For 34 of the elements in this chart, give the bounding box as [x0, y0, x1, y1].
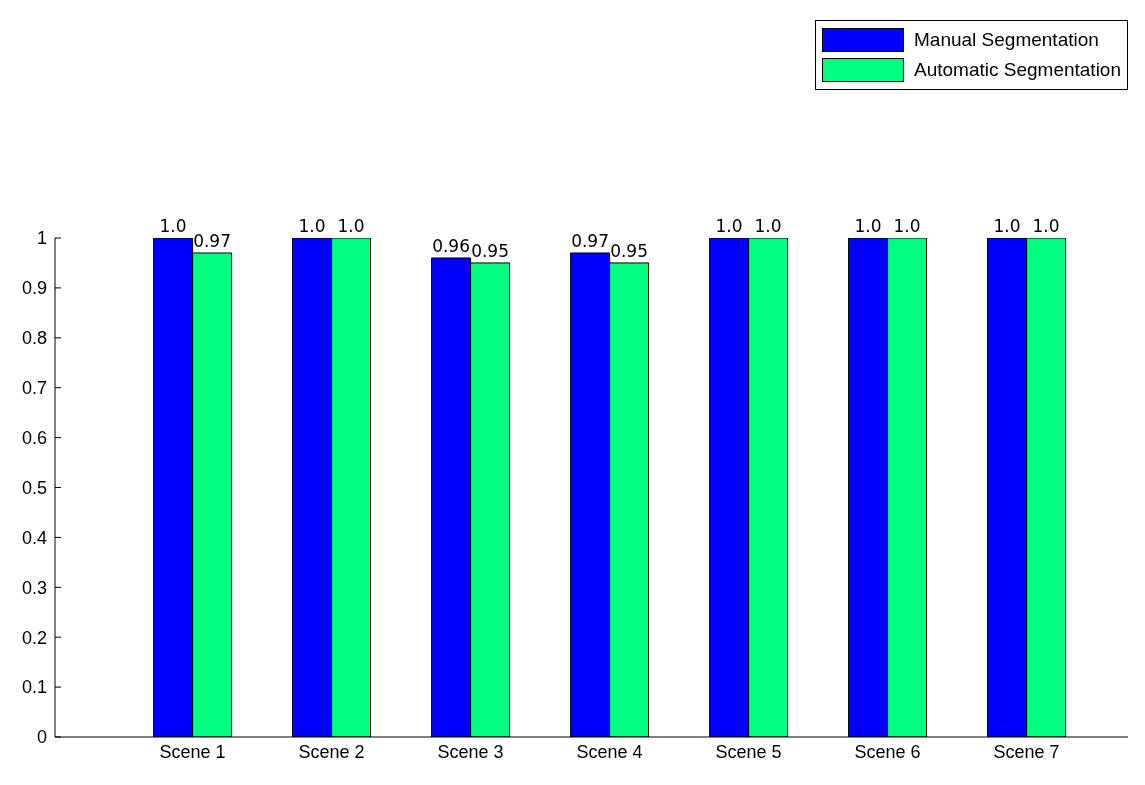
data-label: 0.95 — [471, 240, 510, 261]
x-tick-label: Scene 7 — [993, 741, 1060, 762]
y-tick-label: 0.4 — [21, 527, 47, 548]
data-label: 0.96 — [432, 235, 471, 256]
data-label: 1.0 — [893, 216, 921, 236]
data-label: 1.0 — [715, 216, 743, 236]
data-label: 1.0 — [854, 216, 882, 236]
y-tick-label: 0.2 — [21, 627, 47, 648]
x-tick-label: Scene 2 — [298, 741, 365, 762]
y-tick-label: 0.1 — [21, 677, 47, 698]
data-label: 1.0 — [337, 216, 365, 236]
legend-label: Automatic Segmentation — [913, 59, 1121, 81]
legend-label: Manual Segmentation — [913, 29, 1099, 51]
data-label: 1.0 — [754, 216, 782, 236]
y-tick-label: 0.8 — [21, 328, 47, 349]
data-label: 0.95 — [610, 240, 649, 261]
data-label: 1.0 — [298, 216, 326, 236]
y-tick-label: 0.5 — [21, 477, 47, 498]
x-tick-label: Scene 6 — [854, 741, 921, 762]
y-tick-label: 0 — [36, 727, 47, 748]
y-tick-label: 0.9 — [21, 278, 47, 299]
x-tick-label: Scene 3 — [437, 741, 504, 762]
data-label: 0.97 — [571, 230, 610, 251]
x-tick-label: Scene 5 — [715, 741, 782, 762]
data-label: 0.97 — [193, 230, 232, 251]
data-label: 1.0 — [159, 216, 187, 236]
x-tick-label: Scene 4 — [576, 741, 643, 762]
data-label: 1.0 — [1032, 216, 1060, 236]
y-tick-label: 0.6 — [21, 427, 47, 448]
y-tick-label: 1 — [36, 228, 47, 249]
y-tick-label: 0.3 — [21, 577, 47, 598]
x-tick-label: Scene 1 — [159, 741, 226, 762]
y-tick-label: 0.7 — [21, 378, 47, 399]
data-label: 1.0 — [993, 216, 1021, 236]
